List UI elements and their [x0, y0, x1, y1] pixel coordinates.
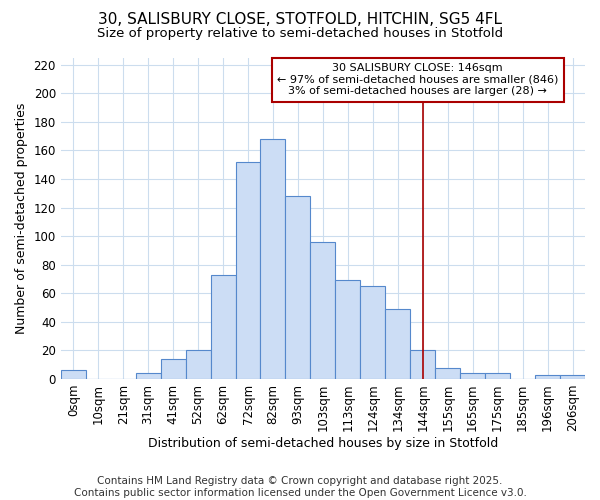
- Bar: [136, 373, 161, 379]
- Bar: [310, 242, 335, 379]
- Bar: [211, 274, 236, 379]
- Text: Contains HM Land Registry data © Crown copyright and database right 2025.
Contai: Contains HM Land Registry data © Crown c…: [74, 476, 526, 498]
- Bar: [485, 373, 510, 379]
- Bar: [161, 359, 185, 379]
- Text: 30 SALISBURY CLOSE: 146sqm
← 97% of semi-detached houses are smaller (846)
3% of: 30 SALISBURY CLOSE: 146sqm ← 97% of semi…: [277, 63, 559, 96]
- Bar: [361, 286, 385, 379]
- Bar: [185, 350, 211, 379]
- Bar: [260, 139, 286, 379]
- Bar: [535, 374, 560, 379]
- Bar: [335, 280, 361, 379]
- Y-axis label: Number of semi-detached properties: Number of semi-detached properties: [15, 102, 28, 334]
- X-axis label: Distribution of semi-detached houses by size in Stotfold: Distribution of semi-detached houses by …: [148, 437, 498, 450]
- Bar: [410, 350, 435, 379]
- Bar: [385, 309, 410, 379]
- Bar: [236, 162, 260, 379]
- Bar: [61, 370, 86, 379]
- Bar: [286, 196, 310, 379]
- Bar: [460, 373, 485, 379]
- Text: Size of property relative to semi-detached houses in Stotfold: Size of property relative to semi-detach…: [97, 28, 503, 40]
- Bar: [435, 368, 460, 379]
- Text: 30, SALISBURY CLOSE, STOTFOLD, HITCHIN, SG5 4FL: 30, SALISBURY CLOSE, STOTFOLD, HITCHIN, …: [98, 12, 502, 28]
- Bar: [560, 374, 585, 379]
